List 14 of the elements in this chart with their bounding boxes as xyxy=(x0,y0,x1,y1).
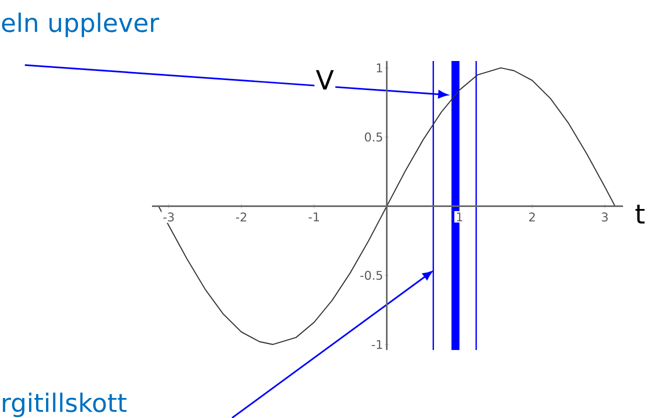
text: eln upplever xyxy=(2,12,160,38)
x-axis-title: t xyxy=(635,204,645,224)
x-tick-label: 2 xyxy=(529,212,535,222)
y-tick-label: 1 xyxy=(376,64,382,72)
x-tick-label: 3 xyxy=(602,212,608,222)
x-tick-label: -2 xyxy=(236,212,246,222)
y-axis-title: V xyxy=(316,70,334,90)
text: rgitillskott xyxy=(2,392,126,418)
x-tick-label: -1 xyxy=(308,212,319,222)
y-tick-label: -0.5 xyxy=(360,270,382,280)
x-tick-label: 1 xyxy=(456,212,462,222)
x-tick-label: -3 xyxy=(163,212,174,222)
y-tick-label: -1 xyxy=(372,340,382,349)
y-tick-label: 0.5 xyxy=(364,132,382,142)
